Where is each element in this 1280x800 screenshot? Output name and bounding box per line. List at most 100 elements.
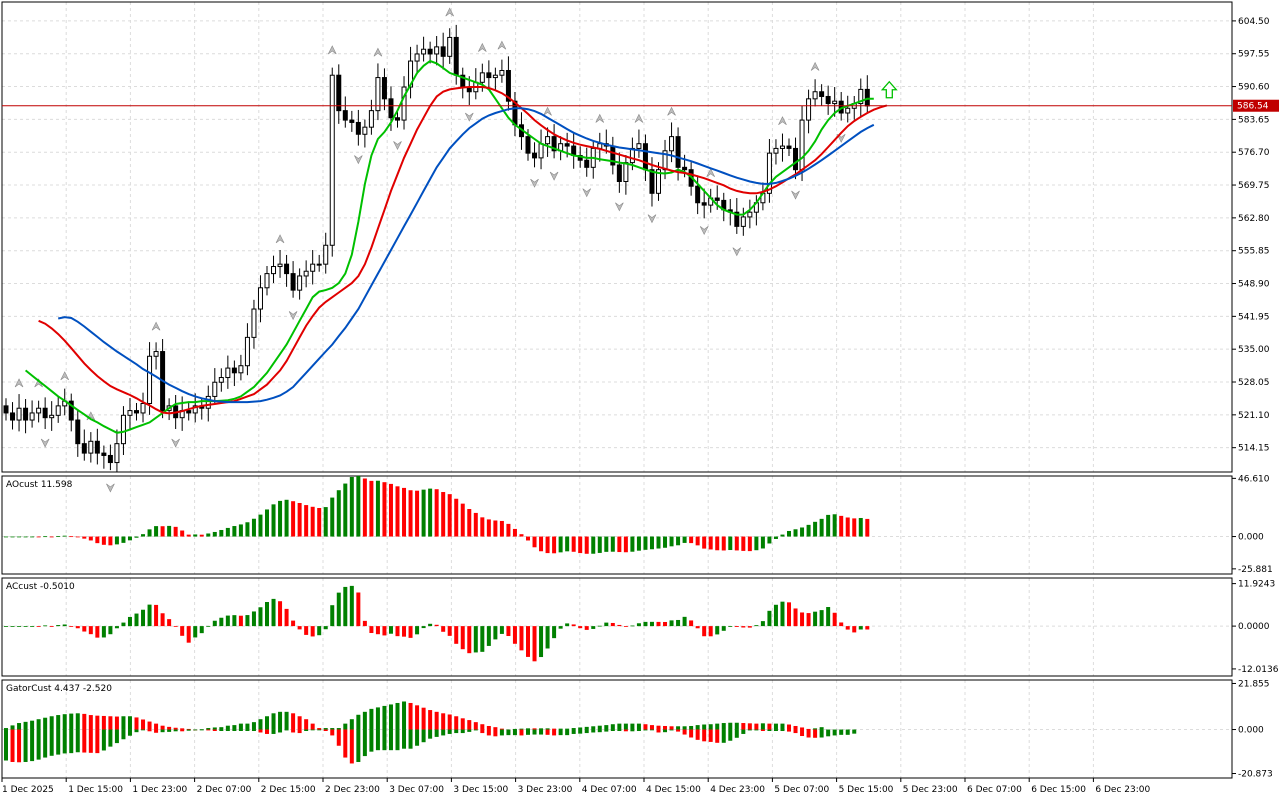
bullish-candle[interactable] bbox=[36, 407, 42, 414]
bullish-candle[interactable] bbox=[362, 126, 368, 135]
bullish-candle[interactable] bbox=[303, 270, 309, 277]
bullish-candle[interactable] bbox=[447, 36, 453, 57]
bullish-candle[interactable] bbox=[297, 275, 303, 291]
bullish-candle[interactable] bbox=[434, 46, 440, 55]
bullish-candle[interactable] bbox=[238, 365, 244, 374]
bearish-candle[interactable] bbox=[793, 147, 799, 171]
bearish-candle[interactable] bbox=[81, 443, 87, 454]
bullish-candle[interactable] bbox=[623, 162, 629, 182]
bearish-candle[interactable] bbox=[94, 440, 100, 454]
bullish-candle[interactable] bbox=[310, 263, 316, 272]
bearish-candle[interactable] bbox=[825, 95, 831, 105]
bearish-candle[interactable] bbox=[68, 400, 74, 421]
bullish-candle[interactable] bbox=[492, 74, 498, 79]
bearish-candle[interactable] bbox=[134, 410, 139, 414]
bearish-candle[interactable] bbox=[107, 454, 113, 464]
bearish-candle[interactable] bbox=[525, 136, 531, 154]
bearish-candle[interactable] bbox=[395, 117, 400, 121]
bullish-candle[interactable] bbox=[845, 107, 851, 114]
bearish-candle[interactable] bbox=[440, 46, 446, 57]
bullish-candle[interactable] bbox=[244, 336, 250, 367]
bullish-candle[interactable] bbox=[538, 143, 544, 159]
bullish-candle[interactable] bbox=[499, 69, 505, 76]
bullish-candle[interactable] bbox=[147, 355, 153, 405]
bullish-candle[interactable] bbox=[832, 100, 838, 105]
bearish-candle[interactable] bbox=[584, 159, 590, 168]
bearish-candle[interactable] bbox=[649, 169, 655, 194]
bullish-candle[interactable] bbox=[264, 273, 270, 289]
bullish-candle[interactable] bbox=[375, 77, 381, 112]
bullish-candle[interactable] bbox=[766, 152, 772, 194]
bullish-candle[interactable] bbox=[49, 414, 55, 419]
bullish-candle[interactable] bbox=[656, 169, 661, 194]
bullish-candle[interactable] bbox=[329, 74, 335, 246]
bullish-candle[interactable] bbox=[368, 110, 374, 128]
bearish-candle[interactable] bbox=[701, 202, 707, 206]
bearish-candle[interactable] bbox=[505, 69, 511, 102]
bullish-candle[interactable] bbox=[408, 60, 414, 88]
bearish-candle[interactable] bbox=[734, 211, 740, 227]
bearish-candle[interactable] bbox=[355, 121, 361, 135]
bullish-candle[interactable] bbox=[140, 403, 146, 414]
bullish-candle[interactable] bbox=[114, 443, 120, 464]
bullish-candle[interactable] bbox=[316, 263, 322, 266]
bullish-candle[interactable] bbox=[55, 405, 61, 416]
bullish-candle[interactable] bbox=[205, 395, 211, 409]
bearish-candle[interactable] bbox=[381, 77, 387, 100]
bullish-candle[interactable] bbox=[16, 407, 22, 421]
bullish-candle[interactable] bbox=[858, 88, 864, 105]
bullish-candle[interactable] bbox=[812, 91, 818, 100]
bullish-candle[interactable] bbox=[212, 381, 218, 397]
bearish-candle[interactable] bbox=[682, 166, 688, 171]
bullish-candle[interactable] bbox=[120, 414, 126, 445]
bullish-candle[interactable] bbox=[88, 440, 94, 454]
bullish-candle[interactable] bbox=[127, 410, 133, 416]
bearish-candle[interactable] bbox=[564, 143, 570, 147]
bearish-candle[interactable] bbox=[427, 48, 433, 55]
bullish-candle[interactable] bbox=[401, 86, 407, 121]
bullish-candle[interactable] bbox=[479, 72, 485, 83]
bullish-candle[interactable] bbox=[271, 266, 277, 275]
bearish-candle[interactable] bbox=[486, 72, 492, 79]
bullish-candle[interactable] bbox=[277, 263, 283, 268]
bearish-candle[interactable] bbox=[186, 410, 192, 414]
bearish-candle[interactable] bbox=[75, 419, 81, 445]
bullish-candle[interactable] bbox=[153, 351, 159, 357]
bearish-candle[interactable] bbox=[532, 152, 538, 159]
bearish-candle[interactable] bbox=[349, 119, 355, 123]
bullish-candle[interactable] bbox=[669, 136, 675, 152]
bearish-candle[interactable] bbox=[290, 273, 296, 291]
bullish-candle[interactable] bbox=[799, 119, 805, 171]
bearish-candle[interactable] bbox=[642, 143, 648, 171]
bearish-candle[interactable] bbox=[616, 164, 622, 182]
bearish-candle[interactable] bbox=[336, 74, 342, 112]
bearish-candle[interactable] bbox=[695, 185, 701, 204]
bearish-candle[interactable] bbox=[42, 407, 48, 419]
bearish-candle[interactable] bbox=[864, 88, 870, 107]
bearish-candle[interactable] bbox=[786, 145, 792, 149]
bullish-candle[interactable] bbox=[740, 216, 746, 227]
bullish-candle[interactable] bbox=[414, 53, 420, 62]
bullish-candle[interactable] bbox=[29, 412, 35, 421]
bearish-candle[interactable] bbox=[675, 136, 681, 168]
bearish-candle[interactable] bbox=[453, 36, 459, 76]
bearish-candle[interactable] bbox=[10, 412, 16, 421]
bullish-candle[interactable] bbox=[323, 244, 329, 265]
bullish-candle[interactable] bbox=[773, 147, 779, 154]
bearish-candle[interactable] bbox=[284, 263, 290, 275]
bearish-candle[interactable] bbox=[714, 197, 720, 201]
bullish-candle[interactable] bbox=[251, 308, 257, 338]
bullish-candle[interactable] bbox=[636, 143, 642, 149]
bullish-candle[interactable] bbox=[218, 377, 224, 383]
bullish-candle[interactable] bbox=[257, 287, 263, 310]
bearish-candle[interactable] bbox=[551, 136, 557, 152]
bullish-candle[interactable] bbox=[545, 136, 551, 145]
bearish-candle[interactable] bbox=[819, 91, 825, 97]
bearish-candle[interactable] bbox=[342, 110, 348, 121]
bearish-candle[interactable] bbox=[388, 98, 394, 119]
bearish-candle[interactable] bbox=[23, 407, 29, 421]
bullish-candle[interactable] bbox=[421, 48, 427, 55]
bullish-candle[interactable] bbox=[747, 211, 753, 218]
bullish-candle[interactable] bbox=[779, 145, 785, 149]
